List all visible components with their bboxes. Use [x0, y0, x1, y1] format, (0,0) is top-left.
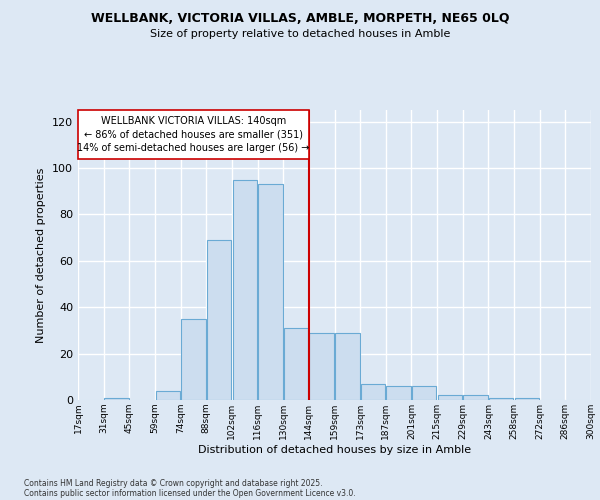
FancyBboxPatch shape — [78, 110, 309, 158]
Text: Contains HM Land Registry data © Crown copyright and database right 2025.: Contains HM Land Registry data © Crown c… — [24, 478, 323, 488]
Bar — [207, 240, 231, 400]
Bar — [438, 396, 462, 400]
Text: Contains public sector information licensed under the Open Government Licence v3: Contains public sector information licen… — [24, 488, 356, 498]
Text: WELLBANK, VICTORIA VILLAS, AMBLE, MORPETH, NE65 0LQ: WELLBANK, VICTORIA VILLAS, AMBLE, MORPET… — [91, 12, 509, 26]
Bar — [489, 398, 514, 400]
Bar — [310, 332, 334, 400]
Bar — [284, 328, 308, 400]
Bar — [361, 384, 385, 400]
Bar — [515, 398, 539, 400]
Text: WELLBANK VICTORIA VILLAS: 140sqm
← 86% of detached houses are smaller (351)
14% : WELLBANK VICTORIA VILLAS: 140sqm ← 86% o… — [77, 116, 310, 152]
Y-axis label: Number of detached properties: Number of detached properties — [37, 168, 46, 342]
Bar — [412, 386, 436, 400]
Text: Size of property relative to detached houses in Amble: Size of property relative to detached ho… — [150, 29, 450, 39]
Bar — [104, 398, 128, 400]
Bar — [463, 396, 488, 400]
Bar — [181, 319, 206, 400]
Bar — [335, 332, 359, 400]
Bar — [386, 386, 411, 400]
Bar — [233, 180, 257, 400]
X-axis label: Distribution of detached houses by size in Amble: Distribution of detached houses by size … — [198, 444, 471, 454]
Bar — [155, 390, 180, 400]
Bar — [258, 184, 283, 400]
